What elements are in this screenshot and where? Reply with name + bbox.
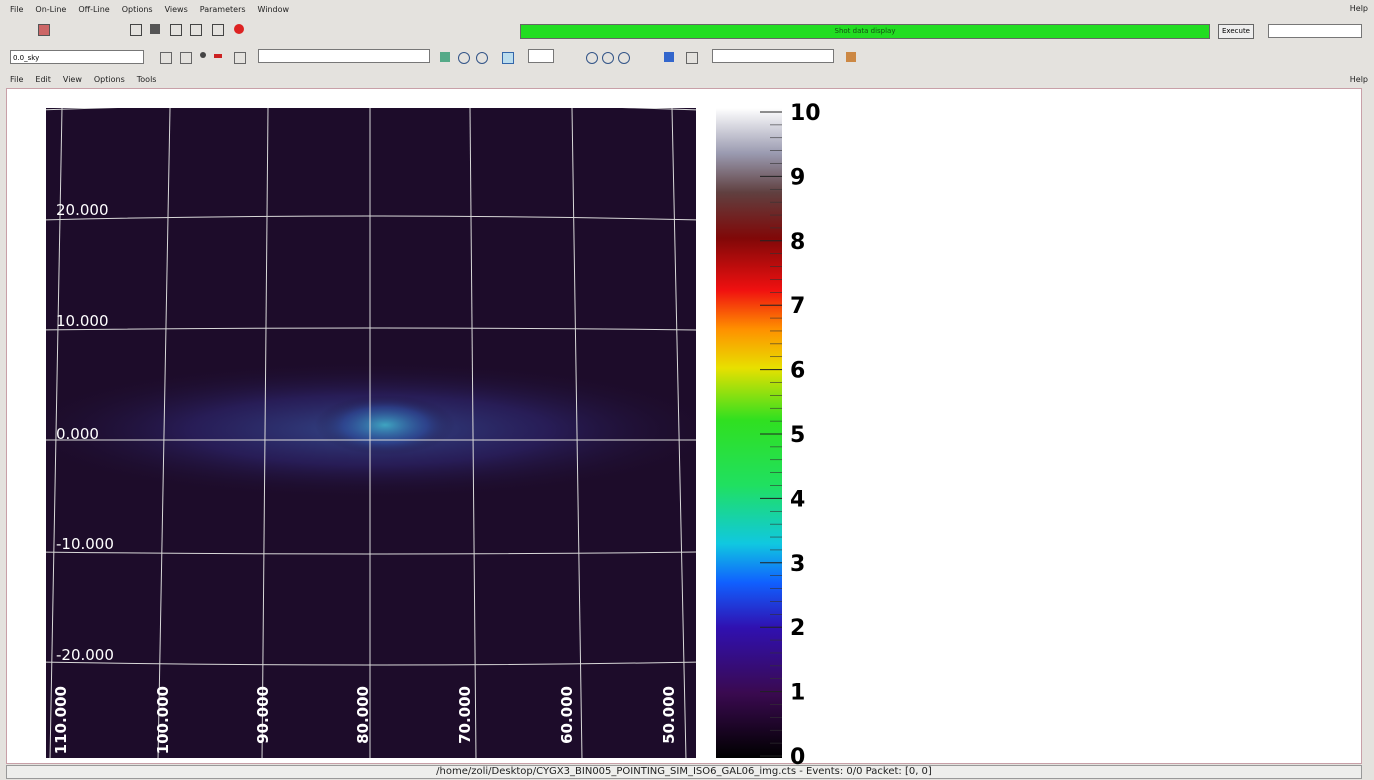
toolbar bbox=[0, 20, 500, 40]
export-icon[interactable] bbox=[846, 52, 856, 62]
zoom-icon[interactable] bbox=[458, 52, 470, 64]
menu-item[interactable]: Parameters bbox=[200, 5, 246, 14]
menu-item[interactable]: File bbox=[10, 5, 23, 14]
skip-icon[interactable] bbox=[190, 24, 202, 36]
tool-icon[interactable] bbox=[440, 52, 450, 62]
zoom-icon[interactable] bbox=[602, 52, 614, 64]
record-icon[interactable] bbox=[170, 24, 182, 36]
view-menu-bar: File Edit View Options Tools bbox=[0, 72, 156, 86]
prev-icon[interactable] bbox=[160, 52, 172, 64]
zoom-icon[interactable] bbox=[476, 52, 488, 64]
menu-item[interactable]: Tools bbox=[137, 75, 157, 84]
execute-button[interactable]: Execute bbox=[1218, 24, 1254, 39]
menu-item[interactable]: Options bbox=[94, 75, 125, 84]
dot-icon[interactable] bbox=[200, 52, 206, 58]
play-icon[interactable] bbox=[130, 24, 142, 36]
menu-item[interactable]: Window bbox=[258, 5, 290, 14]
status-bar: /home/zoli/Desktop/CYGX3_BIN005_POINTING… bbox=[6, 765, 1362, 779]
menu-item[interactable]: Edit bbox=[35, 75, 51, 84]
menu-item[interactable]: Options bbox=[122, 5, 153, 14]
menu-item[interactable]: File bbox=[10, 75, 23, 84]
record-button[interactable] bbox=[234, 24, 244, 34]
menu-bar: File On-Line Off-Line Options Views Parameter… bbox=[0, 2, 289, 16]
histogram-icon[interactable] bbox=[664, 52, 674, 62]
refresh-icon[interactable] bbox=[234, 52, 246, 64]
view-help-menu[interactable]: Help bbox=[1350, 75, 1368, 84]
next-icon[interactable] bbox=[180, 52, 192, 64]
help-menu[interactable]: Help bbox=[1350, 4, 1368, 13]
stop-icon[interactable] bbox=[38, 24, 50, 36]
toolbar bbox=[0, 46, 900, 66]
filter-combo[interactable] bbox=[712, 49, 834, 63]
step-icon[interactable] bbox=[212, 24, 224, 36]
scale-combo[interactable] bbox=[528, 49, 554, 63]
pause-icon[interactable] bbox=[150, 24, 160, 34]
menu-item[interactable]: Off-Line bbox=[78, 5, 109, 14]
zoom-icon[interactable] bbox=[586, 52, 598, 64]
zoom-icon[interactable] bbox=[618, 52, 630, 64]
command-input[interactable] bbox=[1268, 24, 1362, 38]
menu-item[interactable]: View bbox=[63, 75, 82, 84]
refresh-icon[interactable] bbox=[686, 52, 698, 64]
app-window: {"menu_bar": ["File", "On-Line", "Off-Li… bbox=[0, 0, 1374, 780]
view-combo[interactable] bbox=[258, 49, 430, 63]
minus-icon[interactable] bbox=[214, 54, 222, 58]
menu-item[interactable]: Views bbox=[165, 5, 188, 14]
status-display: Shot data display bbox=[520, 24, 1210, 39]
display-area bbox=[6, 88, 1362, 764]
menu-item[interactable]: On-Line bbox=[35, 5, 66, 14]
frame-icon[interactable] bbox=[502, 52, 514, 64]
